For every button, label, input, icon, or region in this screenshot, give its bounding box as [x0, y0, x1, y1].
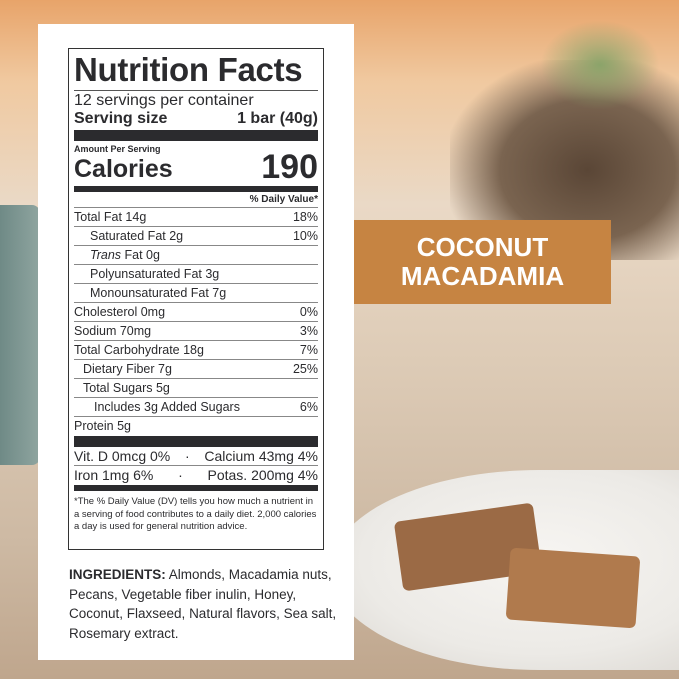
nutrient-label: Total Carbohydrate 18g	[74, 343, 204, 357]
divider	[74, 436, 318, 447]
vitamin-rows: Vit. D 0mcg 0% · Calcium 43mg 4% Iron 1mg 6…	[74, 447, 318, 485]
nutrient-row: Trans Fat 0g	[74, 246, 318, 265]
nutrient-label: Protein 5g	[74, 419, 131, 433]
nutrient-row: Includes 3g Added Sugars 6%	[74, 398, 318, 417]
nutrient-label-text: Fat 0g	[121, 248, 160, 262]
nutrient-row: Protein 5g	[74, 417, 318, 436]
flavor-line-1: COCONUT	[416, 232, 549, 262]
nutrient-label-italic: Trans	[90, 248, 122, 262]
daily-value-header: % Daily Value*	[74, 192, 318, 208]
nutrient-dv: 6%	[299, 400, 318, 414]
nutrient-row: Total Fat 14g 18%	[74, 208, 318, 227]
vitamin-right: Calcium 43mg 4%	[204, 448, 318, 464]
vitamin-right: Potas. 200mg 4%	[207, 467, 318, 483]
nutrient-dv: 25%	[292, 362, 318, 376]
leaf-photo	[540, 20, 660, 110]
vitamin-left: Iron 1mg 6%	[74, 467, 154, 483]
nutrient-dv: 3%	[299, 324, 318, 338]
vitamin-row: Iron 1mg 6% · Potas. 200mg 4%	[74, 466, 318, 485]
vitamin-sep: ·	[178, 467, 183, 483]
nutrient-row: Total Carbohydrate 18g 7%	[74, 341, 318, 360]
nutrient-label: Monounsaturated Fat 7g	[90, 286, 227, 300]
nutrient-label: Total Fat 14g	[74, 210, 147, 224]
nutrient-row: Monounsaturated Fat 7g	[74, 284, 318, 303]
vitamin-left: Vit. D 0mcg 0%	[74, 448, 171, 464]
nutrient-row: Saturated Fat 2g 10%	[74, 227, 318, 246]
ingredients-label: INGREDIENTS:	[69, 567, 166, 582]
nutrient-label: Polyunsaturated Fat 3g	[90, 267, 220, 281]
nutrient-label: Trans Fat 0g	[74, 246, 160, 264]
ingredients: INGREDIENTS: Almonds, Macadamia nuts, Pe…	[69, 565, 345, 643]
nutrient-dv: 18%	[292, 210, 318, 224]
divider	[74, 130, 318, 141]
serving-size-label: Serving size	[74, 110, 168, 127]
nutrient-row: Polyunsaturated Fat 3g	[74, 265, 318, 284]
flavor-line-2: MACADAMIA	[400, 261, 565, 291]
snack-bar-photo	[505, 547, 641, 629]
nutrition-facts-label: Nutrition Facts 12 servings per containe…	[68, 48, 324, 550]
nutrient-dv: 7%	[299, 343, 318, 357]
calories: Calories 190	[74, 150, 318, 184]
mug-photo	[0, 205, 40, 465]
calories-label: Calories	[74, 155, 173, 183]
nutrient-label: Cholesterol 0mg	[74, 305, 166, 319]
divider	[74, 186, 318, 192]
nutrient-label: Saturated Fat 2g	[90, 229, 184, 243]
nutrient-row: Total Sugars 5g	[74, 379, 318, 398]
divider	[74, 485, 318, 491]
nutrient-dv: 10%	[292, 229, 318, 243]
ingredients-text: Almonds, Macadamia nuts, Pecans, Vegetab…	[69, 567, 337, 641]
label-title: Nutrition Facts	[74, 49, 318, 91]
vitamin-row: Vit. D 0mcg 0% · Calcium 43mg 4%	[74, 447, 318, 466]
calories-value: 190	[261, 148, 318, 186]
nutrient-label: Dietary Fiber 7g	[83, 362, 172, 376]
serving-size: Serving size 1 bar (40g)	[74, 110, 318, 128]
footnote: *The % Daily Value (DV) tells you how mu…	[74, 496, 317, 532]
nutrient-label: Sodium 70mg	[74, 324, 152, 338]
amount-per-serving: Amount Per Serving	[74, 144, 161, 154]
nutrient-dv: 0%	[299, 305, 318, 319]
nutrient-label: Total Sugars 5g	[83, 381, 170, 395]
flavor-banner: COCONUT MACADAMIA	[354, 220, 611, 304]
vitamin-sep: ·	[184, 448, 190, 464]
nutrient-rows: Total Fat 14g 18% Saturated Fat 2g 10% Trans…	[74, 208, 318, 436]
nutrient-label: Includes 3g Added Sugars	[94, 400, 240, 414]
nutrient-row: Dietary Fiber 7g 25%	[74, 360, 318, 379]
servings-per-container: 12 servings per container	[74, 92, 254, 109]
nutrient-row: Cholesterol 0mg 0%	[74, 303, 318, 322]
nutrient-row: Sodium 70mg 3%	[74, 322, 318, 341]
serving-size-value: 1 bar (40g)	[237, 110, 318, 127]
